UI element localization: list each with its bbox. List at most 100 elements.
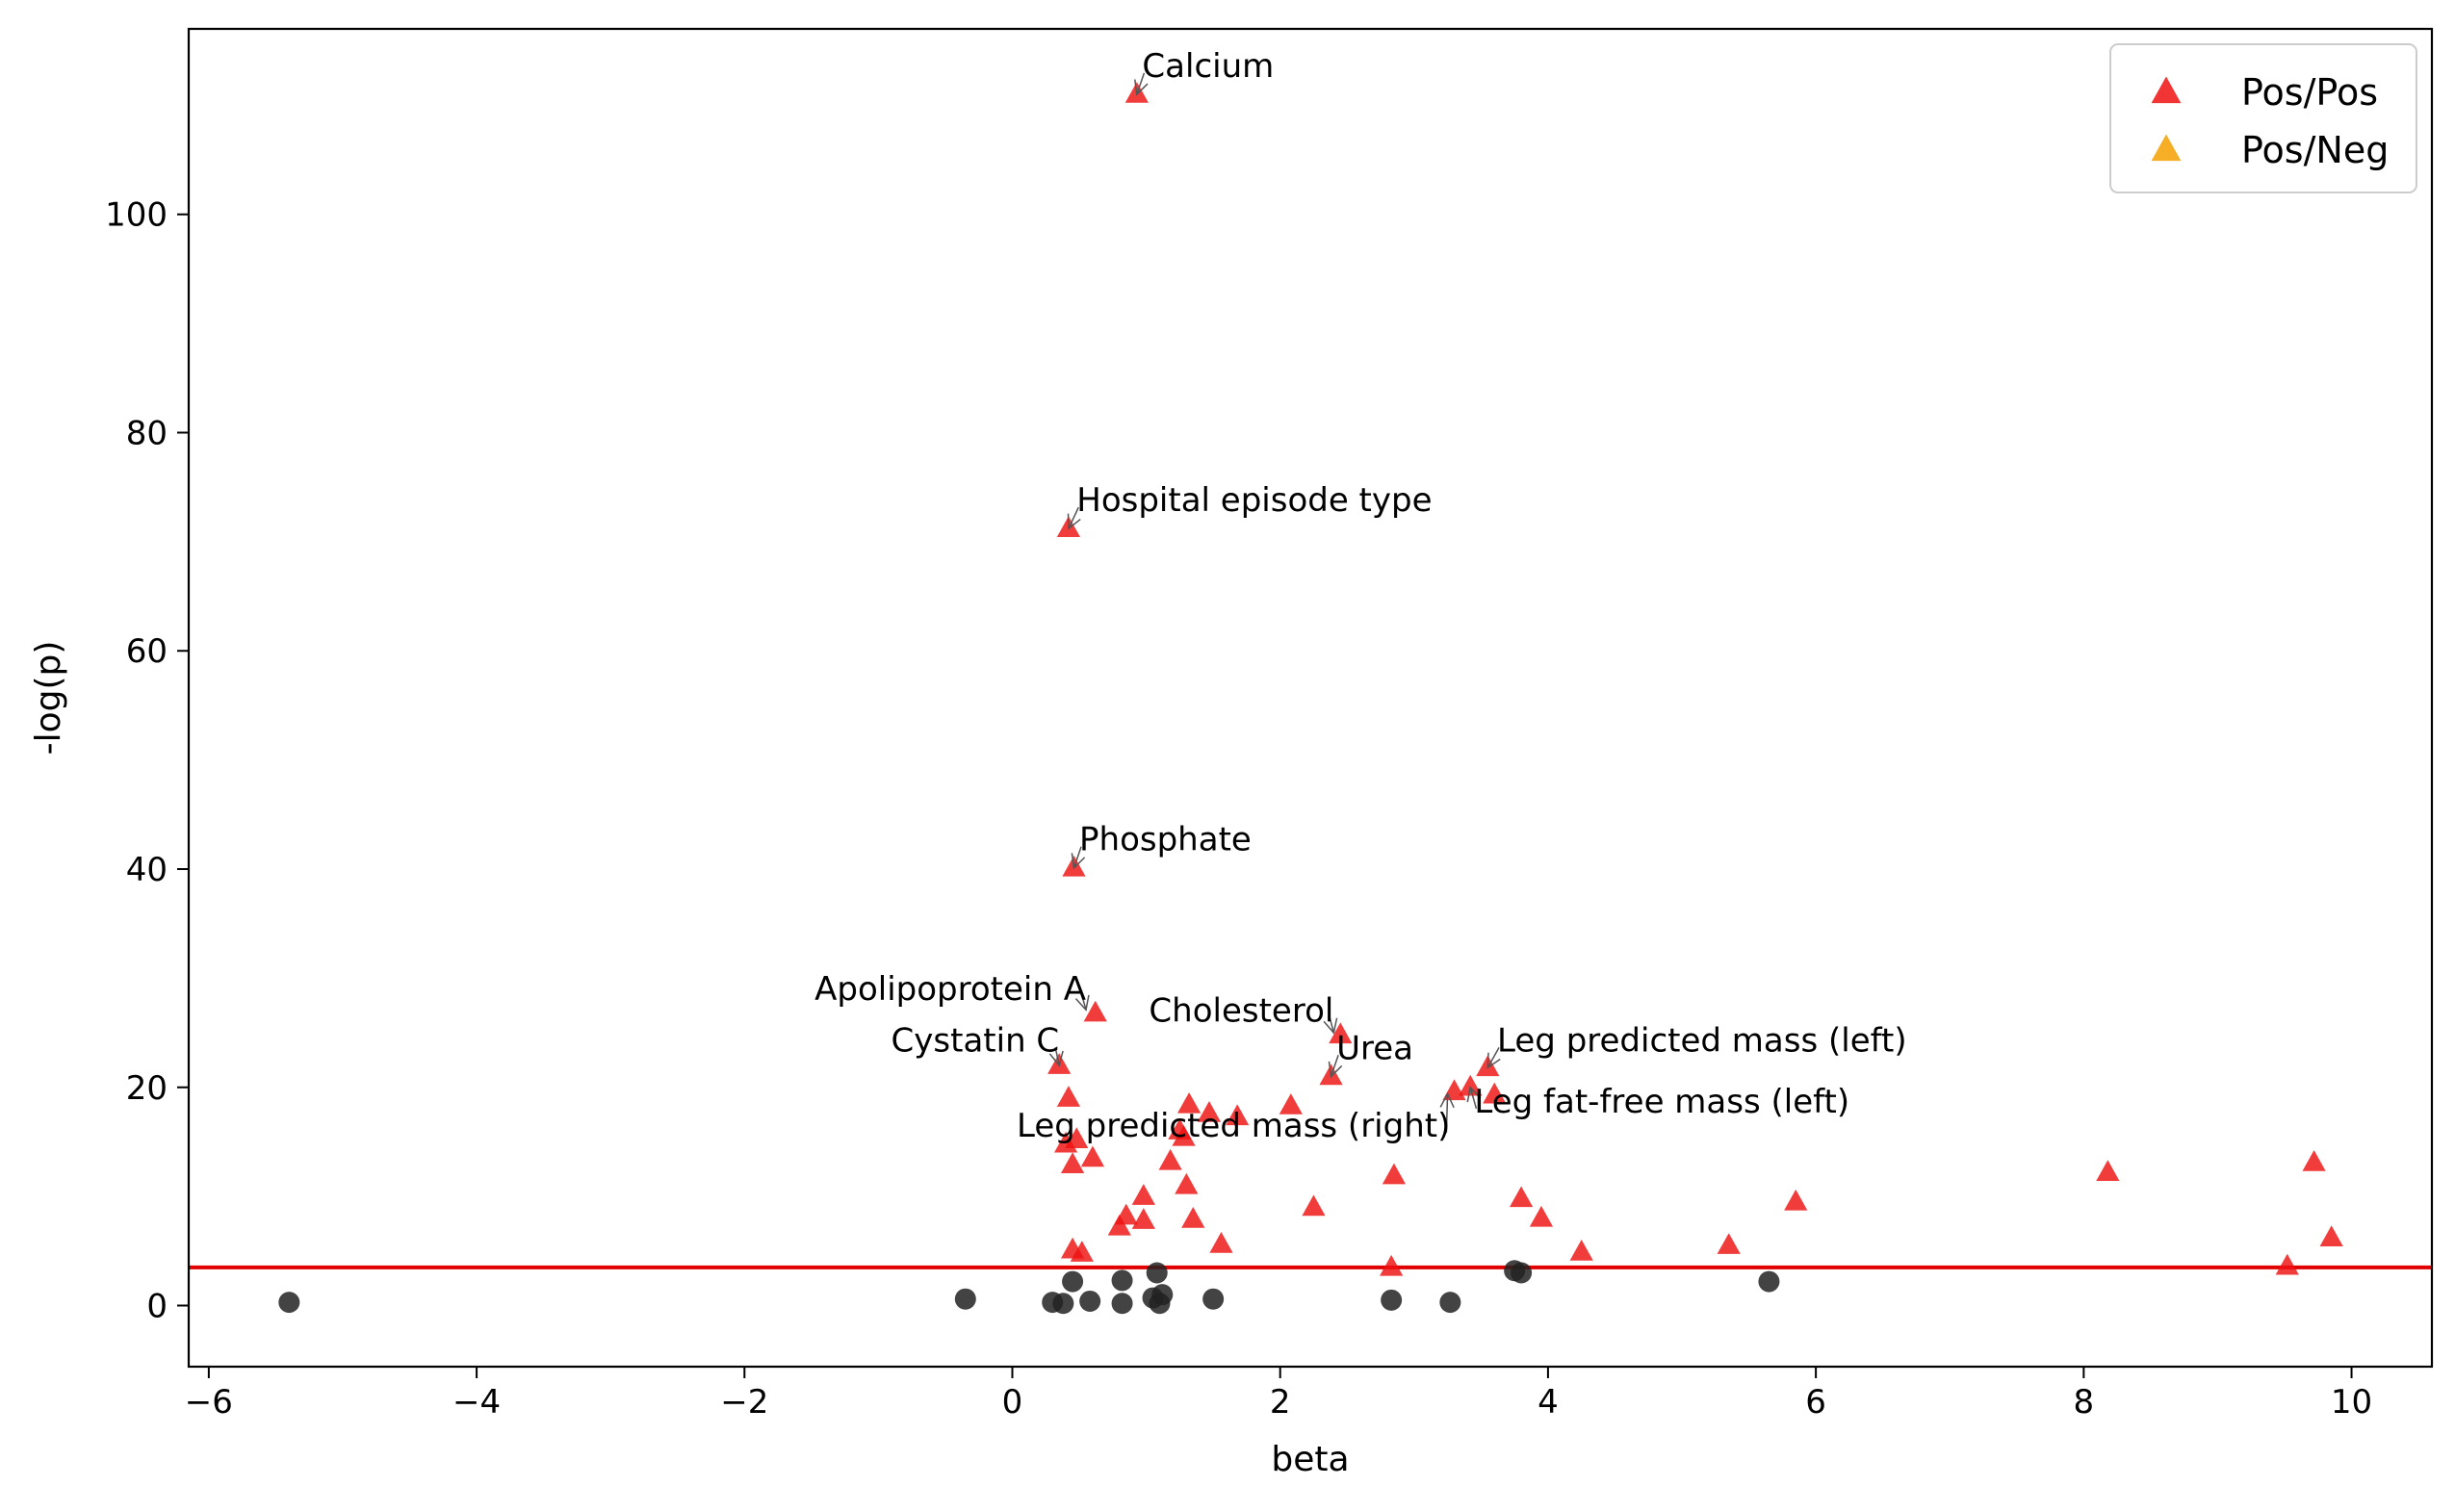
annotation-arrow: [1329, 1017, 1335, 1034]
annotation-arrowhead: [1439, 1091, 1455, 1109]
annotation-label: Leg predicted mass (left): [1497, 1021, 1907, 1060]
y-tick-label: 60: [126, 632, 168, 671]
data-point-circle: [1202, 1288, 1225, 1310]
data-point-circle: [1381, 1289, 1403, 1311]
data-point-circle: [1062, 1270, 1084, 1293]
data-point-circle: [1079, 1290, 1101, 1312]
y-tick-label: 80: [126, 414, 168, 452]
data-point-triangle: [1060, 1152, 1085, 1174]
annotation-arrow: [1469, 1087, 1478, 1110]
annotation-label: Leg predicted mass (right): [1017, 1107, 1450, 1145]
data-point-triangle: [1226, 1104, 1250, 1126]
data-point-triangle: [1717, 1233, 1741, 1254]
x-tick-label: 10: [2331, 1383, 2372, 1422]
data-point-circle: [1439, 1292, 1461, 1314]
annotation-arrowhead: [1074, 994, 1090, 1012]
data-point-triangle: [1459, 1074, 1483, 1096]
annotation-arrow: [1486, 1046, 1500, 1068]
annotation-arrow: [1445, 1093, 1449, 1133]
x-tick-label: 2: [1270, 1383, 1291, 1422]
data-point-triangle: [1172, 1124, 1196, 1146]
data-point-triangle: [1181, 1206, 1205, 1228]
y-tick-label: 40: [126, 851, 168, 889]
annotation-label: Urea: [1336, 1029, 1413, 1067]
data-point-triangle: [1107, 1214, 1131, 1236]
data-point-circle: [1111, 1293, 1133, 1315]
data-point-triangle: [2302, 1150, 2326, 1171]
data-point-circle: [278, 1292, 300, 1314]
data-point-circle: [1111, 1269, 1133, 1292]
data-point-circle: [1511, 1262, 1533, 1284]
x-tick-label: 4: [1538, 1383, 1559, 1422]
legend-box: [2109, 43, 2417, 193]
data-point-triangle: [1083, 1000, 1107, 1022]
data-point-triangle: [1158, 1148, 1182, 1170]
annotation-label: Hospital episode type: [1076, 481, 1432, 520]
annotation-arrowhead: [1134, 79, 1149, 96]
data-point-triangle: [1197, 1101, 1222, 1122]
legend-label: Pos/Pos: [2241, 71, 2378, 114]
annotations: Calcium Hospital episode type Phosphate Apo…: [814, 47, 1906, 1145]
annotation-label: Apolipoprotein A: [814, 970, 1086, 1009]
x-axis-label: beta: [1271, 1440, 1349, 1479]
annotation-label: Leg fat-free mass (left): [1474, 1083, 1849, 1121]
data-point-triangle: [1070, 1241, 1094, 1262]
data-point-triangle: [1529, 1205, 1554, 1227]
data-point-triangle: [1382, 1163, 1407, 1185]
data-point-circle: [954, 1288, 976, 1310]
data-point-triangle: [1209, 1232, 1233, 1253]
annotation-arrow: [1330, 1055, 1339, 1077]
data-point-triangle: [1056, 1086, 1081, 1107]
data-point-circle: [1146, 1262, 1168, 1284]
x-tick-label: 0: [1002, 1383, 1023, 1422]
data-point-triangle: [1279, 1093, 1303, 1115]
annotation-arrow: [1136, 72, 1146, 95]
data-point-triangle: [1380, 1254, 1404, 1276]
annotation-arrow: [1081, 995, 1087, 1011]
annotation-arrowhead: [1486, 1052, 1501, 1069]
data-point-triangle: [2096, 1160, 2120, 1181]
data-point-triangle: [1569, 1239, 1593, 1261]
x-tick-label: 8: [2074, 1383, 2095, 1422]
data-point-circle: [1758, 1270, 1780, 1293]
annotation-arrow: [1054, 1047, 1060, 1066]
legend-marker: [2151, 76, 2182, 104]
data-point-circle: [1052, 1293, 1074, 1315]
annotation-label: Cystatin C: [892, 1021, 1060, 1060]
data-point-triangle: [2319, 1225, 2343, 1246]
data-point-triangle: [1329, 1022, 1353, 1044]
data-point-triangle: [1509, 1186, 1534, 1208]
annotation-arrowhead: [1071, 853, 1086, 870]
annotation-label: Phosphate: [1079, 821, 1252, 859]
x-tick-label: −2: [720, 1383, 768, 1422]
x-tick-label: −6: [185, 1383, 233, 1422]
data-point-circle: [1151, 1284, 1174, 1306]
annotation-arrowhead: [1067, 513, 1081, 530]
annotation-arrowhead: [1466, 1086, 1482, 1103]
data-point-triangle: [1131, 1208, 1155, 1229]
legend-marker: [2151, 134, 2182, 162]
data-point-triangle: [1302, 1194, 1326, 1217]
data-point-triangle: [1065, 1127, 1089, 1148]
plot-frame: [187, 27, 2434, 1369]
data-point-triangle: [1131, 1184, 1155, 1205]
annotation-arrowhead: [1323, 1017, 1338, 1035]
data-point-triangle: [1175, 1172, 1199, 1194]
annotation-arrow: [1068, 506, 1079, 529]
y-tick-label: 20: [126, 1069, 168, 1108]
x-tick-label: −4: [452, 1383, 501, 1422]
x-tick-label: 6: [1805, 1383, 1826, 1422]
y-tick-label: 0: [146, 1288, 168, 1326]
y-axis-label: -log(p): [29, 641, 68, 756]
annotation-label: Calcium: [1142, 47, 1274, 86]
y-tick-label: 100: [105, 196, 168, 235]
legend-label: Pos/Neg: [2241, 129, 2389, 171]
data-point-triangle: [1784, 1189, 1808, 1211]
annotation-label: Cholesterol: [1149, 992, 1333, 1031]
annotation-arrowhead: [1048, 1050, 1064, 1067]
data-point-triangle: [1483, 1082, 1507, 1104]
data-point-triangle: [1177, 1091, 1202, 1114]
